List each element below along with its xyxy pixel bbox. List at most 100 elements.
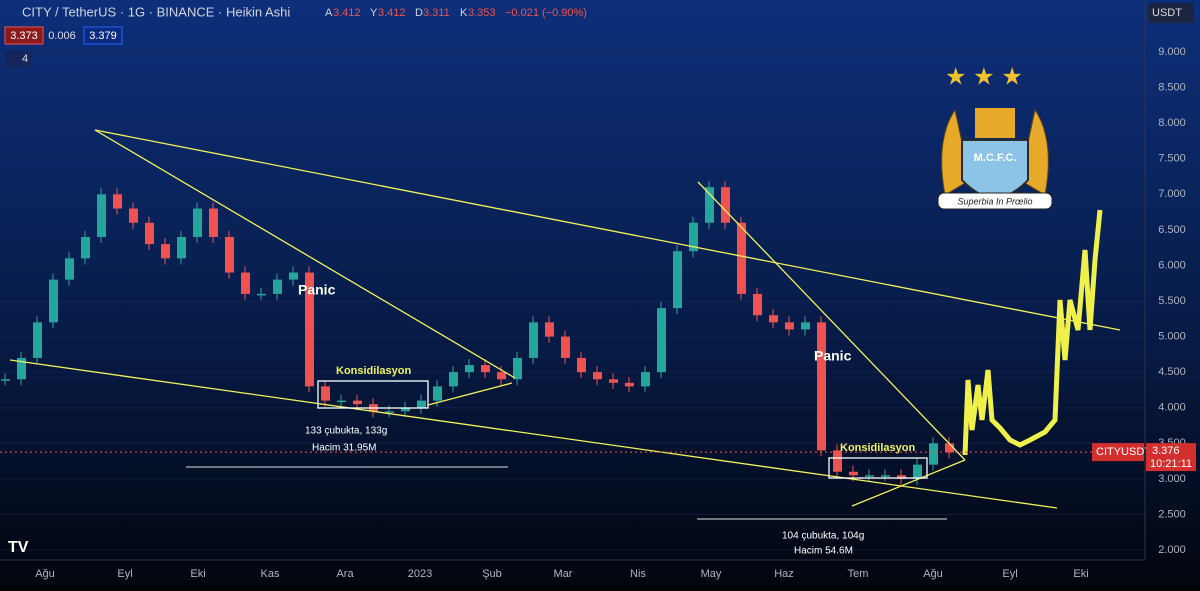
y-tick-label: 5.500 <box>1158 295 1186 307</box>
y-tick-label: 8.000 <box>1158 117 1186 129</box>
y-tick-label: 2.500 <box>1158 508 1186 520</box>
candle <box>849 471 858 476</box>
candle <box>1 379 10 381</box>
y-tick-label: 3.000 <box>1158 473 1186 485</box>
annotation: 133 çubukta, 133g <box>305 426 387 437</box>
candle <box>801 322 810 330</box>
indicator-toggle[interactable] <box>5 51 31 67</box>
bid[interactable]: 3.373 <box>10 30 38 42</box>
candle <box>737 222 746 294</box>
candle <box>481 365 490 373</box>
logo-motto: Superbia In Prœlio <box>957 196 1032 206</box>
candle <box>337 400 346 403</box>
x-tick-label: Ağu <box>35 568 55 580</box>
annotation: Konsidilasyon <box>336 365 411 377</box>
annotation: Panic <box>298 282 336 298</box>
candle <box>49 279 58 323</box>
indicator-count[interactable]: 4 <box>22 53 28 65</box>
candle <box>385 411 394 413</box>
tv-logo: TV <box>8 539 29 556</box>
candle <box>401 407 410 412</box>
candle <box>625 382 634 387</box>
y-tick-label: 7.500 <box>1158 153 1186 165</box>
y-tick-label: 5.000 <box>1158 330 1186 342</box>
countdown: 10:21:11 <box>1150 458 1192 470</box>
candle <box>81 236 90 259</box>
candle <box>641 372 650 387</box>
x-tick-label: Ara <box>336 568 354 580</box>
y-tick-label: 4.000 <box>1158 402 1186 414</box>
ohlc-key: Y <box>370 7 378 19</box>
candle <box>161 244 170 259</box>
currency[interactable]: USDT <box>1152 7 1182 19</box>
candle <box>881 475 890 477</box>
ask[interactable]: 3.379 <box>89 30 117 42</box>
candle <box>145 222 154 245</box>
candle <box>545 322 554 337</box>
candle <box>113 194 122 209</box>
y-tick-label: 6.000 <box>1158 259 1186 271</box>
annotation: Panic <box>814 348 852 364</box>
y-tick-label: 6.500 <box>1158 224 1186 236</box>
candle <box>193 208 202 237</box>
candle <box>225 236 234 273</box>
ohlc-key: K <box>460 7 468 19</box>
candle <box>577 357 586 373</box>
drawings <box>9 129 1121 509</box>
last-price-box <box>1146 443 1196 472</box>
candle <box>913 464 922 479</box>
x-tick-label: Nis <box>630 568 646 580</box>
bid-box <box>4 26 44 45</box>
ask-box <box>83 26 123 45</box>
club-logo: ★ ★ ★ M.C.F.C. Superbia In Prœlio <box>937 63 1053 210</box>
candle <box>33 322 42 358</box>
candle <box>561 336 570 358</box>
annotation: Hacim 54.6M <box>794 546 853 557</box>
candle <box>241 272 250 294</box>
candle <box>785 322 794 330</box>
candle <box>753 293 762 316</box>
x-tick-label: Ağu <box>923 568 943 580</box>
x-tick-label: 2023 <box>408 568 432 580</box>
currency-box[interactable] <box>1148 3 1194 23</box>
candle <box>769 315 778 323</box>
last-price-symbol: CITYUSDT <box>1096 446 1151 458</box>
last-price-tag <box>1092 443 1144 462</box>
x-tick-label: May <box>701 568 722 580</box>
candle <box>929 443 938 465</box>
ohlc-value: 3.311 <box>423 7 450 19</box>
candle <box>289 272 298 280</box>
x-tick-label: Haz <box>774 568 794 580</box>
y-tick-label: 2.000 <box>1158 544 1186 556</box>
candle <box>353 400 362 405</box>
candle <box>273 279 282 294</box>
candle <box>593 372 602 380</box>
candle <box>177 236 186 259</box>
x-tick-label: Eki <box>190 568 205 580</box>
ohlc-value: 3.353 <box>468 7 496 19</box>
eagle <box>975 108 1015 138</box>
candle <box>17 357 26 380</box>
x-tick-label: Mar <box>554 568 573 580</box>
spread: 0.006 <box>48 30 76 42</box>
candle <box>465 365 474 373</box>
candle <box>513 357 522 380</box>
candle <box>721 187 730 223</box>
candle <box>897 475 906 479</box>
candle <box>689 222 698 252</box>
x-tick-label: Eyl <box>1002 568 1017 580</box>
logo-initials: M.C.F.C. <box>974 152 1017 164</box>
candle <box>945 443 954 453</box>
y-tick-label: 7.000 <box>1158 188 1186 200</box>
candle <box>209 208 218 237</box>
annotation: Konsidilasyon <box>840 442 915 454</box>
candle <box>257 293 266 296</box>
candle <box>433 386 442 401</box>
candle <box>673 251 682 309</box>
symbol: CITY / TetherUS · 1G · BINANCE · Heikin … <box>22 4 290 19</box>
candle <box>449 372 458 387</box>
candle <box>65 258 74 280</box>
ohlc-value: 3.412 <box>378 7 406 19</box>
